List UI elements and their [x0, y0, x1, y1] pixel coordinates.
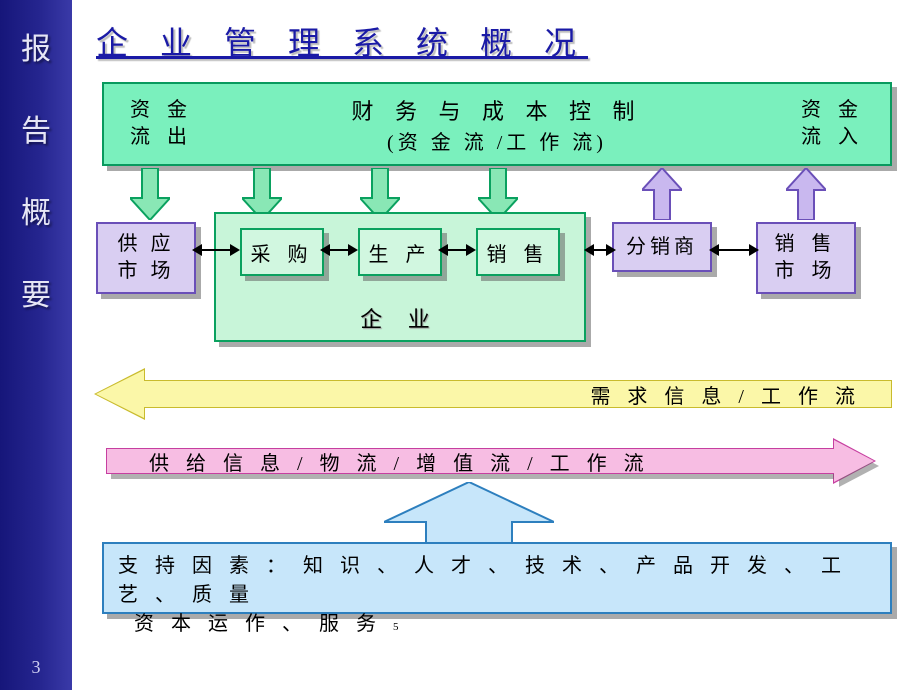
- text: 资 金: [801, 97, 864, 124]
- sales-market-box: 销 售 市 场: [756, 222, 856, 294]
- text: 市 场: [775, 258, 838, 285]
- sell-box: 销 售: [476, 228, 560, 276]
- demand-flow-arrow: 需 求 信 息 / 工 作 流: [96, 370, 892, 418]
- diagram-canvas: 资 金 流 出 财 务 与 成 本 控 制 (资 金 流 /工 作 流) 资 金…: [96, 82, 896, 662]
- enterprise-box: 采 购 生 产 销 售 企 业: [214, 212, 586, 342]
- text: 流 出: [130, 124, 193, 151]
- procure-box: 采 购: [240, 228, 324, 276]
- bidir-arrow-icon: [447, 249, 467, 251]
- funds-in: 资 金 流 入: [801, 97, 864, 151]
- main-area: 企 业 管 理 系 统 概 况 资 金 流 出 财 务 与 成 本 控 制 (资…: [72, 0, 920, 690]
- text: 流 入: [801, 124, 864, 151]
- support-up-arrow: [384, 482, 554, 548]
- produce-box: 生 产: [358, 228, 442, 276]
- bidir-arrow-icon: [329, 249, 349, 251]
- finance-control: 财 务 与 成 本 控 制 (资 金 流 /工 作 流): [351, 94, 642, 155]
- text: 资 金: [130, 97, 193, 124]
- finance-box: 资 金 流 出 财 务 与 成 本 控 制 (资 金 流 /工 作 流) 资 金…: [102, 82, 892, 166]
- funds-out: 资 金 流 出: [130, 97, 193, 151]
- sidebar-char: 告: [21, 106, 51, 150]
- text: 供 应: [118, 231, 175, 258]
- text: (资 金 流 /工 作 流): [351, 126, 642, 155]
- bidir-arrow-icon: [718, 249, 750, 251]
- sidebar: 报 告 概 要 3: [0, 0, 72, 690]
- text: 财 务 与 成 本 控 制: [351, 94, 642, 126]
- enterprise-label: 企 业: [360, 302, 440, 334]
- demand-flow-label: 需 求 信 息 / 工 作 流: [144, 380, 892, 408]
- text: 市 场: [118, 258, 175, 285]
- arrow-up-icon: [786, 168, 826, 220]
- slide-title: 企 业 管 理 系 统 概 况: [96, 18, 900, 64]
- supply-flow-arrow: 供 给 信 息 / 物 流 / 增 值 流 / 工 作 流: [106, 440, 874, 482]
- arrow-up-icon: [642, 168, 682, 220]
- distributor-box: 分销商: [612, 222, 712, 272]
- support-factors-box: 支 持 因 素 ： 知 识 、 人 才 、 技 术 、 产 品 开 发 、 工 …: [102, 542, 892, 614]
- sidebar-char: 报: [21, 24, 51, 68]
- text: 销 售: [775, 231, 838, 258]
- slide: 报 告 概 要 3 企 业 管 理 系 统 概 况 资 金 流 出 财 务 与 …: [0, 0, 920, 690]
- supply-market-box: 供 应 市 场: [96, 222, 196, 294]
- bidir-arrow-icon: [201, 249, 231, 251]
- bidir-arrow-icon: [593, 249, 607, 251]
- supply-flow-label: 供 给 信 息 / 物 流 / 增 值 流 / 工 作 流: [106, 448, 834, 474]
- arrow-down-icon: [130, 168, 170, 220]
- sidebar-char: 概: [21, 188, 51, 232]
- page-number: 3: [32, 657, 41, 678]
- text: 支 持 因 素 ： 知 识 、 人 才 、 技 术 、 产 品 开 发 、 工 …: [118, 552, 876, 610]
- sidebar-char: 要: [21, 270, 51, 314]
- text: 资 本 运 作 、 服 务: [134, 613, 382, 635]
- small-number: 5: [393, 621, 399, 633]
